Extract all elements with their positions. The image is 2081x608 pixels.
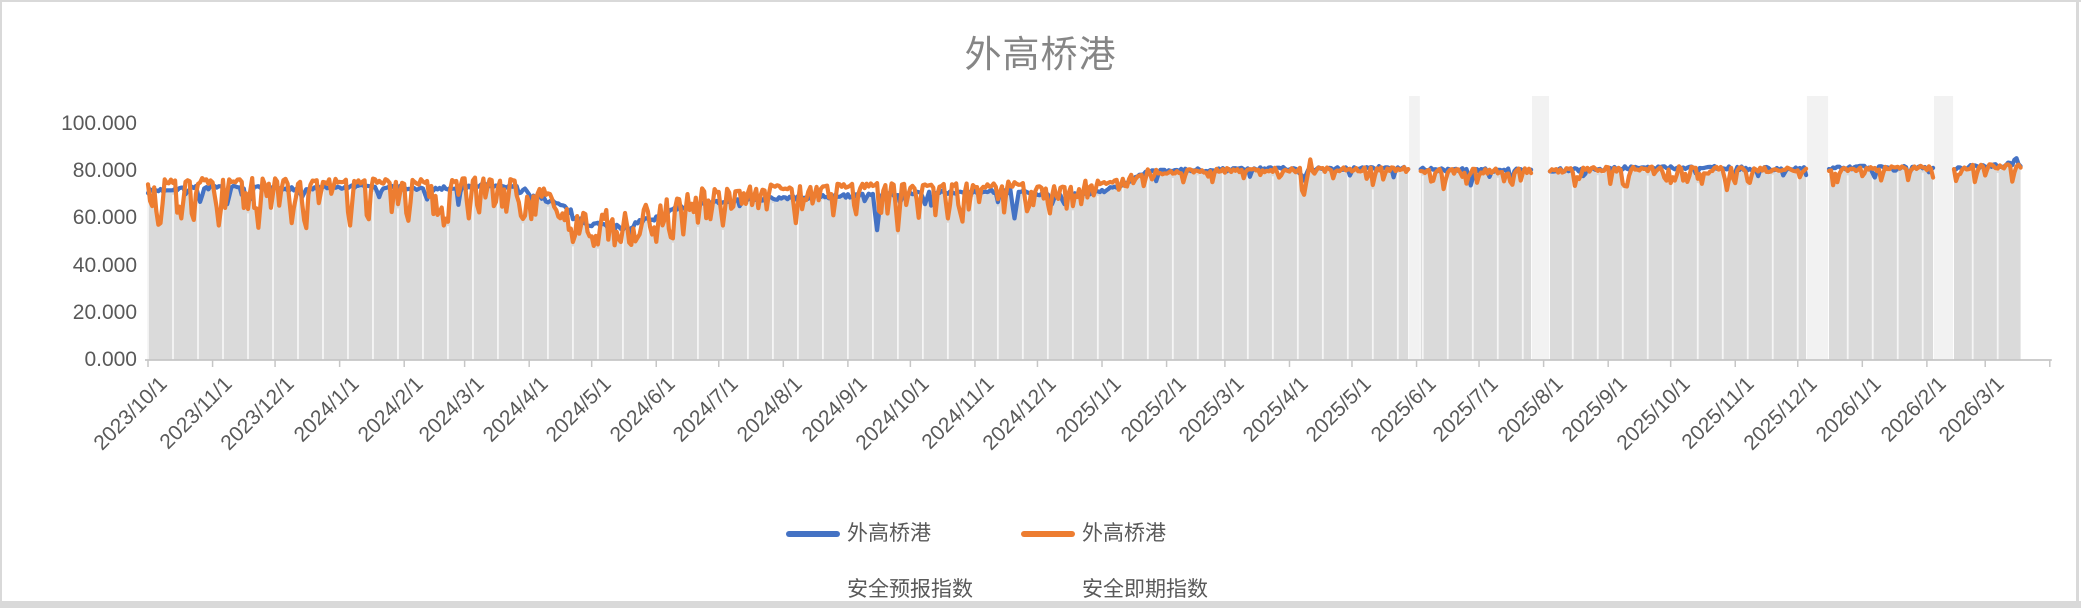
legend-label-spot: 外高桥港 安全即期指数 [1082,520,1208,604]
window-border-top [0,0,2081,2]
area-fill-4 [1954,166,2021,360]
y-axis-label: 60.000 [72,206,137,230]
series-line-spot-seg0 [145,157,1411,248]
y-axis-label: 0.000 [84,348,137,371]
area-fill-3 [1829,168,1934,360]
window-border-bottom [0,601,2081,608]
x-axis-label-box: 2026/3/1 [1821,371,2009,446]
series-line-spot-seg1 [1418,166,1534,192]
chart-title: 外高桥港 [964,34,1117,75]
legend-item-spot: 外高桥港 安全即期指数 [1021,520,1208,604]
y-axis-label: 20.000 [72,300,137,324]
series-line-forecast-seg0 [145,164,1411,238]
series-line-spot-seg4 [1951,162,2023,185]
missing-data-column-1 [1531,96,1549,360]
y-axis-label: 80.000 [72,159,137,183]
legend-label-forecast-line1: 外高桥港 [847,522,931,545]
area-fill-1 [1420,171,1532,360]
window-border-right [2076,0,2079,608]
forecast-line-marker [786,531,840,537]
missing-data-column-0 [1409,96,1420,360]
area-fill-0 [148,169,1409,360]
missing-data-column-2 [1806,96,1829,360]
missing-data-column-3 [1934,96,1954,360]
y-axis-label: 40.000 [72,253,137,277]
series-line-spot-seg3 [1826,163,1936,188]
legend-label-forecast-line2: 安全预报指数 [847,578,973,601]
area-fill-2 [1549,169,1807,360]
y-axis-label: 100.000 [61,112,137,135]
legend-label-spot-line1: 外高桥港 [1082,522,1166,545]
legend-label-forecast: 外高桥港 安全预报指数 [847,520,973,604]
spot-line-marker [1021,531,1075,537]
series-line-spot-seg2 [1547,164,1809,193]
legend-label-spot-line2: 安全即期指数 [1082,578,1208,601]
window-border-left [0,0,2,608]
legend-item-forecast: 外高桥港 安全预报指数 [786,520,973,604]
